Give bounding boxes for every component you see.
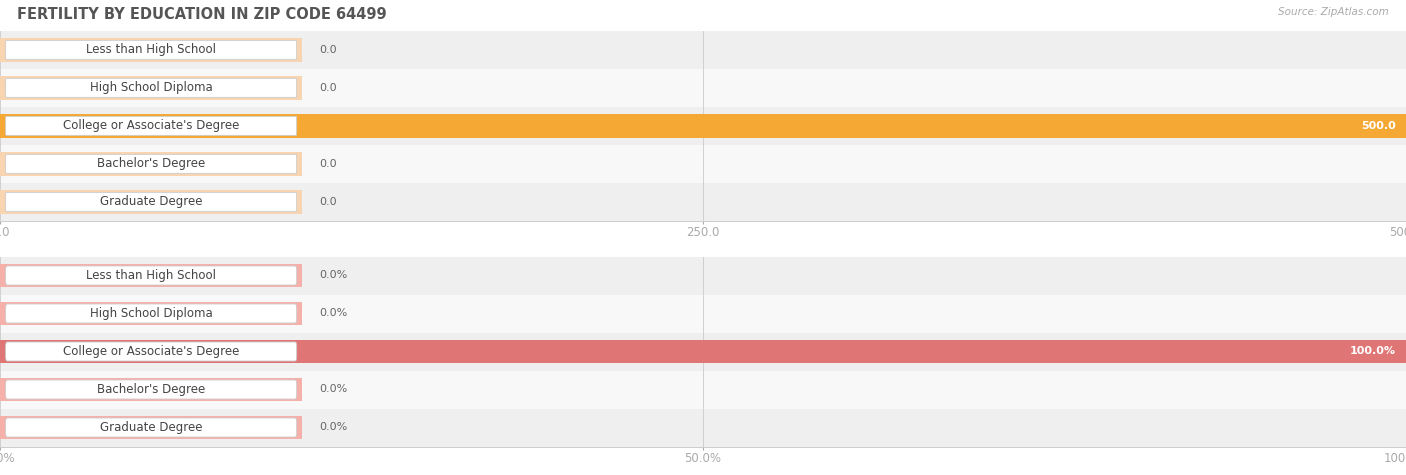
FancyBboxPatch shape — [6, 116, 297, 135]
Bar — [0, 378, 302, 401]
Bar — [0, 76, 302, 100]
Text: 0.0: 0.0 — [319, 197, 337, 207]
Bar — [0, 183, 1406, 221]
Text: Bachelor's Degree: Bachelor's Degree — [97, 383, 205, 396]
FancyBboxPatch shape — [6, 380, 297, 399]
Text: 0.0%: 0.0% — [319, 308, 347, 319]
Text: Graduate Degree: Graduate Degree — [100, 195, 202, 209]
Bar — [0, 264, 302, 287]
Text: Source: ZipAtlas.com: Source: ZipAtlas.com — [1278, 7, 1389, 17]
FancyBboxPatch shape — [6, 342, 297, 361]
FancyBboxPatch shape — [6, 304, 297, 323]
Bar — [0, 416, 302, 439]
Text: Less than High School: Less than High School — [86, 269, 217, 282]
FancyBboxPatch shape — [6, 40, 297, 59]
Text: Graduate Degree: Graduate Degree — [100, 421, 202, 434]
Bar — [0, 190, 302, 214]
Text: High School Diploma: High School Diploma — [90, 81, 212, 95]
FancyBboxPatch shape — [6, 154, 297, 173]
Text: Bachelor's Degree: Bachelor's Degree — [97, 157, 205, 171]
FancyBboxPatch shape — [6, 418, 297, 437]
Text: High School Diploma: High School Diploma — [90, 307, 212, 320]
Bar — [0, 408, 1406, 446]
Bar — [0, 340, 1406, 363]
Bar — [0, 107, 1406, 145]
Text: FERTILITY BY EDUCATION IN ZIP CODE 64499: FERTILITY BY EDUCATION IN ZIP CODE 64499 — [17, 7, 387, 22]
Bar — [0, 114, 1406, 138]
FancyBboxPatch shape — [6, 78, 297, 97]
Bar — [0, 332, 1406, 371]
FancyBboxPatch shape — [6, 266, 297, 285]
Text: 0.0: 0.0 — [319, 83, 337, 93]
Text: College or Associate's Degree: College or Associate's Degree — [63, 119, 239, 133]
Text: 0.0%: 0.0% — [319, 384, 347, 395]
Bar — [0, 302, 302, 325]
Bar — [0, 31, 1406, 69]
Bar — [0, 145, 1406, 183]
Text: Less than High School: Less than High School — [86, 43, 217, 57]
Bar — [0, 69, 1406, 107]
Bar — [0, 294, 1406, 332]
Text: 0.0: 0.0 — [319, 45, 337, 55]
Text: 0.0: 0.0 — [319, 159, 337, 169]
FancyBboxPatch shape — [6, 192, 297, 211]
Bar — [0, 370, 1406, 408]
Bar — [0, 256, 1406, 294]
Text: College or Associate's Degree: College or Associate's Degree — [63, 345, 239, 358]
Bar — [0, 152, 302, 176]
Text: 500.0: 500.0 — [1361, 121, 1396, 131]
Text: 0.0%: 0.0% — [319, 270, 347, 281]
Text: 100.0%: 100.0% — [1350, 346, 1396, 357]
Bar — [0, 38, 302, 62]
Text: 0.0%: 0.0% — [319, 422, 347, 433]
